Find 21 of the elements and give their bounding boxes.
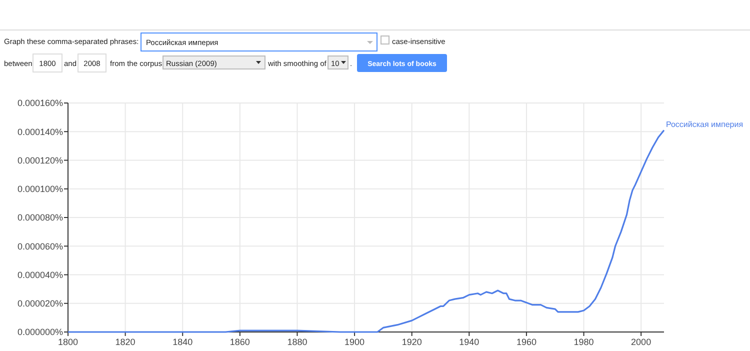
x-tick-label: 1880 xyxy=(287,337,308,347)
x-tick-label: 1840 xyxy=(172,337,193,347)
x-tick-label: 1960 xyxy=(516,337,536,347)
x-tick-label: 1860 xyxy=(230,337,250,347)
x-tick-label: 1820 xyxy=(115,337,136,347)
series-label: Российская империя xyxy=(666,120,744,130)
y-tick-label: 0.000120% xyxy=(17,155,63,166)
y-tick-label: 0.000100% xyxy=(17,184,63,194)
x-tick-label: 1940 xyxy=(459,337,480,347)
y-tick-label: 0.000060% xyxy=(17,241,63,252)
x-tick-label: 1800 xyxy=(58,337,78,347)
y-tick-label: 0.000000% xyxy=(17,327,63,338)
y-tick-label: 0.000040% xyxy=(17,270,63,280)
y-tick-label: 0.000160% xyxy=(17,98,63,108)
y-tick-label: 0.000140% xyxy=(17,126,63,137)
x-tick-label: 2000 xyxy=(631,337,652,347)
x-tick-label: 1920 xyxy=(402,337,422,347)
x-tick-label: 1900 xyxy=(344,337,365,347)
y-tick-label: 0.000080% xyxy=(17,212,63,223)
y-tick-label: 0.000020% xyxy=(17,298,63,309)
x-tick-label: 1980 xyxy=(574,337,594,347)
